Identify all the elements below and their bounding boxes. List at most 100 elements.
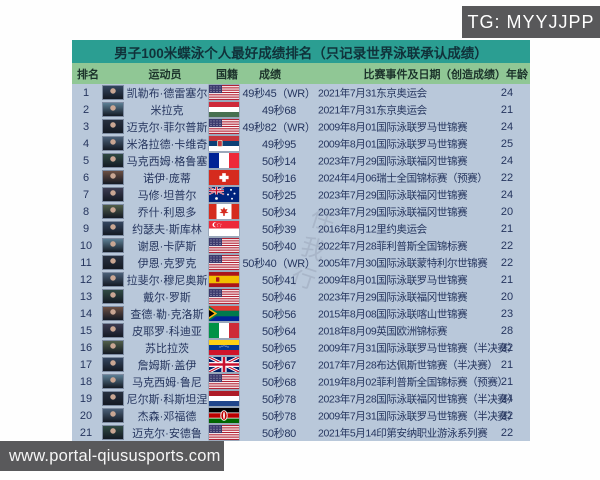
- athlete-name: 马克西姆·格鲁塞: [126, 155, 208, 168]
- athlete-name: 查德·勒·克洛斯: [130, 308, 204, 321]
- athlete-photo: [102, 272, 124, 287]
- athlete-photo: [102, 425, 124, 440]
- table-title: 男子100米蝶泳个人最好成绩排名（只记录世界泳联承认成绩）: [72, 40, 530, 63]
- flag-icon-venezuela: [209, 340, 239, 355]
- athlete-name: 乔什·利恩多: [137, 206, 197, 219]
- event-cell: 2009年8月01国际泳联罗马世锦赛: [318, 121, 468, 133]
- athlete-photo: [102, 153, 124, 168]
- rank-cell: 18: [79, 375, 93, 388]
- result-cell: 49秒45（WR）: [242, 87, 316, 100]
- athlete-photo: [102, 306, 124, 321]
- flag-icon-switzerland: [209, 170, 239, 185]
- rank-cell: 15: [79, 324, 93, 337]
- athlete-name: 马修·坦普尔: [137, 189, 197, 202]
- age-cell: 25: [500, 137, 514, 150]
- athlete-name: 迈克尔·安德鲁: [132, 427, 202, 440]
- ranking-table: 男子100米蝶泳个人最好成绩排名（只记录世界泳联承认成绩） 排名 运动员 国籍 …: [72, 40, 530, 441]
- tg-badge: TG: MYYJJPP: [462, 6, 600, 38]
- table-row: 19 尼尔斯·科斯坦涅 50秒78 2023年7月28国际泳联福冈世锦赛（半决赛…: [72, 390, 530, 407]
- age-cell: 21: [500, 375, 514, 388]
- event-cell: 2009年8月01国际泳联罗马世锦赛: [318, 138, 468, 150]
- result-cell: 50秒40（WR）: [242, 257, 316, 270]
- event-cell: 2005年7月30国际泳联蒙特利尔世锦赛: [318, 257, 488, 269]
- table-row: 11 伊恩·克罗克 50秒40（WR） 2005年7月30国际泳联蒙特利尔世锦赛…: [72, 254, 530, 271]
- table-row: 13 戴尔·罗斯 50秒46 2023年7月29国际泳联福冈世锦赛 20: [72, 288, 530, 305]
- age-cell: 22: [500, 239, 514, 252]
- rank-cell: 21: [79, 426, 93, 439]
- result-cell: 50秒65: [262, 342, 296, 355]
- result-cell: 50秒41: [262, 274, 296, 287]
- athlete-name: 皮耶罗·科迪亚: [132, 325, 202, 338]
- flag-icon-usa: [209, 425, 239, 440]
- athlete-photo: [102, 238, 124, 253]
- rank-cell: 12: [79, 273, 93, 286]
- result-cell: 50秒25: [262, 189, 296, 202]
- rank-cell: 11: [80, 256, 92, 269]
- rank-cell: 4: [82, 137, 90, 150]
- athlete-photo: [102, 374, 124, 389]
- event-cell: 2009年7月31国际泳联罗马世锦赛（半决赛）: [318, 410, 518, 422]
- result-cell: 49秒68: [262, 104, 296, 117]
- table-row: 7 马修·坦普尔 50秒25 2023年7月29国际泳联福冈世锦赛 24: [72, 186, 530, 203]
- athlete-name: 马克西姆·鲁尼: [132, 376, 202, 389]
- rank-cell: 10: [79, 239, 93, 252]
- age-cell: 28: [500, 324, 514, 337]
- athlete-name: 拉斐尔·穆尼奥斯: [126, 274, 208, 287]
- event-cell: 2023年7月29国际泳联福冈世锦赛: [318, 291, 468, 303]
- athlete-photo: [102, 187, 124, 202]
- age-cell: 24: [500, 120, 514, 133]
- event-cell: 2021年5月14印第安纳职业游泳系列赛: [318, 427, 488, 439]
- col-header-nationality: 国籍: [216, 68, 238, 81]
- table-row: 9 约瑟夫·斯库林 50秒39 2016年8月12里约奥运会 21: [72, 220, 530, 237]
- athlete-photo: [102, 289, 124, 304]
- athlete-name: 米拉克: [150, 104, 184, 117]
- table-row: 10 谢恩·卡萨斯 50秒40 2022年7月28菲利普斯全国锦标赛 22: [72, 237, 530, 254]
- table-row: 6 诺伊·庞蒂 50秒16 2024年4月06瑞士全国锦标赛（预赛） 22: [72, 169, 530, 186]
- event-cell: 2018年8月09英国欧洲锦标赛: [318, 325, 447, 337]
- result-cell: 50秒14: [262, 155, 296, 168]
- athlete-photo: [102, 136, 124, 151]
- rank-cell: 20: [79, 409, 93, 422]
- rank-cell: 6: [82, 171, 90, 184]
- athlete-name: 谢恩·卡萨斯: [137, 240, 197, 253]
- rank-cell: 16: [79, 341, 93, 354]
- table-row: 2 米拉克 49秒68 2021年7月31东京奥运会 21: [72, 101, 530, 118]
- table-row: 14 查德·勒·克洛斯 50秒56 2015年8月08国际泳联喀山世锦赛 23: [72, 305, 530, 322]
- athlete-name: 米洛拉德·卡维奇: [126, 138, 208, 151]
- table-row: 3 迈克尔·菲尔普斯 49秒82（WR） 2009年8月01国际泳联罗马世锦赛 …: [72, 118, 530, 135]
- athlete-photo: [102, 408, 124, 423]
- age-cell: 21: [500, 358, 514, 371]
- age-cell: 21: [500, 273, 514, 286]
- athlete-photo: [102, 119, 124, 134]
- event-cell: 2023年7月29国际泳联福冈世锦赛: [318, 155, 468, 167]
- athlete-name: 凯勒布·德雷塞尔: [126, 87, 208, 100]
- result-cell: 50秒56: [262, 308, 296, 321]
- result-cell: 49秒82（WR）: [242, 121, 316, 134]
- flag-icon-canada: [209, 204, 239, 219]
- athlete-name: 尼尔斯·科斯坦涅: [126, 393, 208, 406]
- table-row: 12 拉斐尔·穆尼奥斯 50秒41 2009年8月01国际泳联罗马世锦赛 21: [72, 271, 530, 288]
- rank-cell: 19: [79, 392, 93, 405]
- col-header-result: 成绩: [259, 68, 281, 81]
- athlete-photo: [102, 85, 124, 100]
- age-cell: 22: [500, 409, 514, 422]
- event-cell: 2023年7月28国际泳联福冈世锦赛（半决赛）: [318, 393, 518, 405]
- athlete-photo: [102, 340, 124, 355]
- athlete-name: 约瑟夫·斯库林: [132, 223, 202, 236]
- age-cell: 23: [500, 307, 514, 320]
- flag-icon-south-africa: [209, 306, 239, 321]
- event-cell: 2015年8月08国际泳联喀山世锦赛: [318, 308, 468, 320]
- athlete-photo: [102, 170, 124, 185]
- age-cell: 22: [500, 341, 514, 354]
- athlete-photo: [102, 357, 124, 372]
- table-row: 5 马克西姆·格鲁塞 50秒14 2023年7月29国际泳联福冈世锦赛 24: [72, 152, 530, 169]
- flag-icon-kenya: [209, 408, 239, 423]
- athlete-name: 伊恩·克罗克: [137, 257, 197, 270]
- rank-cell: 13: [79, 290, 93, 303]
- table-row: 8 乔什·利恩多 50秒34 2023年7月29国际泳联福冈世锦赛 20: [72, 203, 530, 220]
- age-cell: 22: [500, 256, 514, 269]
- athlete-name: 诺伊·庞蒂: [143, 172, 191, 185]
- rank-cell: 5: [82, 154, 90, 167]
- website-watermark: www.portal-qiususports.com: [0, 441, 224, 471]
